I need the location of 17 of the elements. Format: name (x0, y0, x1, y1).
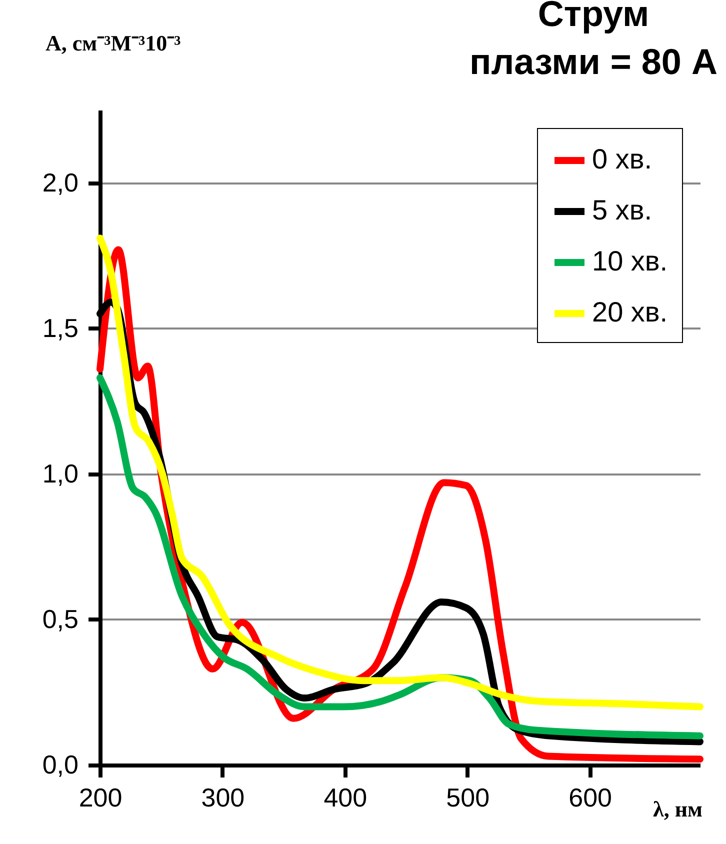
chart-title: Струм плазми = 80 А (470, 0, 718, 82)
y-tick-label: 1,5 (42, 312, 78, 343)
y-tick-label: 0,0 (42, 750, 78, 780)
legend-label: 5 хв. (592, 194, 652, 226)
x-tick-label: 400 (324, 782, 368, 812)
y-tick-label: 0,5 (42, 604, 78, 634)
legend-label: 10 хв. (592, 246, 668, 276)
x-tick-label: 500 (446, 782, 490, 812)
legend-label: 20 хв. (592, 296, 668, 328)
y-tick-label: 1,0 (42, 458, 78, 488)
x-tick-label: 200 (78, 782, 122, 812)
x-axis-title: λ, нм (653, 796, 703, 822)
y-tick-label: 2,0 (42, 167, 78, 198)
legend-label: 0 хв. (592, 144, 652, 174)
y-axis-title: A, см⁻³М⁻³10⁻³ (46, 30, 182, 56)
x-tick-label: 600 (568, 782, 612, 812)
x-tick-label: 300 (201, 782, 245, 812)
